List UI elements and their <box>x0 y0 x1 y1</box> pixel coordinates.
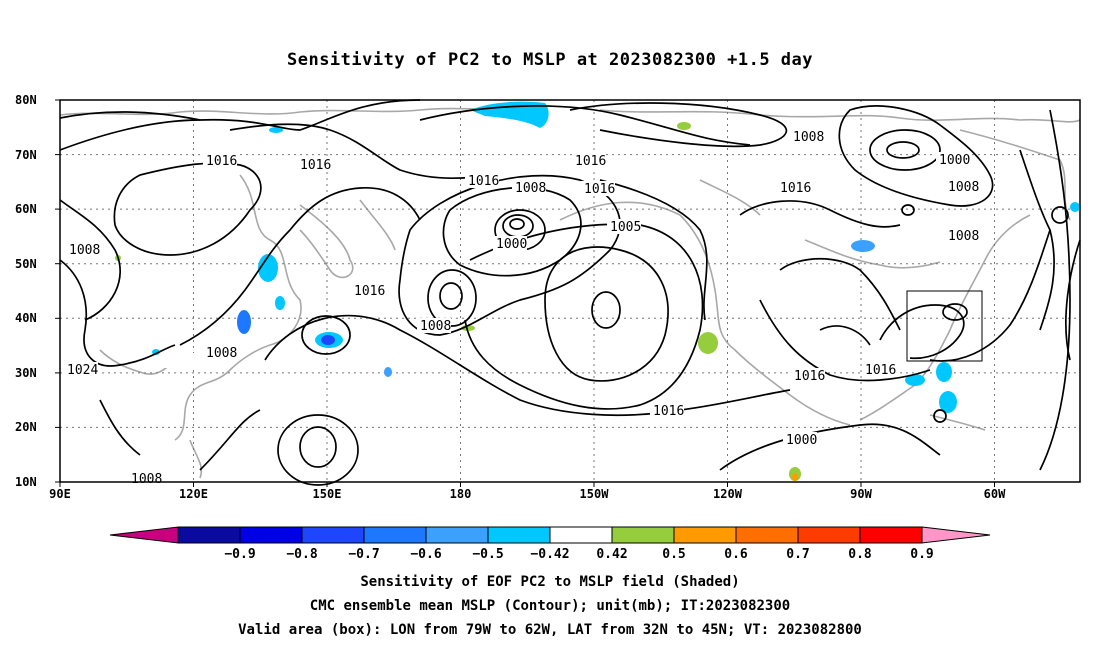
lat-label: 80N <box>15 93 37 107</box>
lon-label: 120W <box>713 487 743 501</box>
lat-label: 30N <box>15 366 37 380</box>
colorbar-swatch <box>487 526 551 544</box>
contour-label: 1016 <box>780 181 811 196</box>
valid-area-box <box>906 290 983 362</box>
caption-valid-area: Valid area (box): LON from 79W to 62W, L… <box>238 622 862 638</box>
contour-label: 1008 <box>420 319 451 334</box>
caption-shading: Sensitivity of EOF PC2 to MSLP field (Sh… <box>360 574 740 590</box>
axis-ticks <box>55 99 995 487</box>
colorbar-swatch <box>797 526 861 544</box>
contour-label: 1016 <box>794 369 825 384</box>
lat-label: 40N <box>15 311 37 325</box>
lat-label: 70N <box>15 148 37 162</box>
contour-label: 1008 <box>515 181 546 196</box>
colorbar-swatch <box>611 526 675 544</box>
lat-label: 10N <box>15 475 37 489</box>
lat-label: 60N <box>15 202 37 216</box>
lon-label: 60W <box>984 487 1006 501</box>
lon-label: 90E <box>49 487 71 501</box>
lon-label: 120E <box>179 487 208 501</box>
contour-label: 1008 <box>69 243 100 258</box>
contour-label: 1008 <box>793 130 824 145</box>
colorbar-tick-label: −0.5 <box>472 547 503 562</box>
colorbar-tick-label: −0.7 <box>348 547 379 562</box>
contour-label: 1016 <box>206 154 237 169</box>
lat-label: 20N <box>15 420 37 434</box>
contour-label-group: 1016 1016 1016 1016 1016 1016 1016 1016 … <box>64 129 979 487</box>
map-frame <box>59 99 1081 483</box>
colorbar-swatch <box>859 526 923 544</box>
contour-label: 1000 <box>939 153 970 168</box>
contour-label: 1016 <box>354 284 385 299</box>
colorbar-tick-label: −0.42 <box>530 547 569 562</box>
contour-label: 1000 <box>786 433 817 448</box>
contour-label: 1024 <box>67 363 98 378</box>
lon-label: 90W <box>850 487 872 501</box>
contour-label: 1005 <box>610 220 641 235</box>
colorbar-tick-label: −0.6 <box>410 547 441 562</box>
map-title: Sensitivity of PC2 to MSLP at 2023082300… <box>286 50 813 70</box>
caption-contour: CMC ensemble mean MSLP (Contour); unit(m… <box>309 598 791 614</box>
colorbar-extend-high <box>921 526 991 544</box>
contour-label: 1016 <box>653 404 684 419</box>
colorbar-tick-label: 0.5 <box>662 547 685 562</box>
colorbar-swatch <box>363 526 427 544</box>
colorbar-extend-low <box>109 526 179 544</box>
colorbar-tick-label: 0.6 <box>724 547 748 562</box>
colorbar-swatch <box>239 526 303 544</box>
longitude-labels: 90E 120E 150E 180 150W 120W 90W 60W <box>49 487 1006 501</box>
colorbar-swatch <box>177 526 241 544</box>
lat-label: 50N <box>15 257 37 271</box>
colorbar-tick-label: 0.7 <box>786 547 809 562</box>
contour-label: 1008 <box>948 229 979 244</box>
colorbar-tick-label: 0.9 <box>910 547 933 562</box>
contour-label: 1016 <box>575 154 606 169</box>
colorbar-tick-label: 0.8 <box>848 547 872 562</box>
lon-label: 150E <box>313 487 342 501</box>
contour-label: 1016 <box>584 182 615 197</box>
colorbar-swatch <box>301 526 365 544</box>
colorbar-tick-label: −0.9 <box>224 547 255 562</box>
colorbar-swatch <box>735 526 799 544</box>
colorbar-swatch <box>425 526 489 544</box>
contour-label: 1008 <box>948 180 979 195</box>
lon-label: 150W <box>580 487 610 501</box>
contour-label: 1008 <box>131 472 162 487</box>
colorbar-tick-label: 0.42 <box>596 547 627 562</box>
colorbar: −0.9 −0.8 −0.7 −0.6 −0.5 −0.42 0.42 0.5 0.6 0.7 0.… <box>109 526 991 562</box>
contour-label: 1016 <box>468 174 499 189</box>
colorbar-swatch <box>549 526 613 544</box>
contour-label: 1016 <box>865 363 896 378</box>
lon-label: 180 <box>450 487 472 501</box>
colorbar-tick-label: −0.8 <box>286 547 317 562</box>
contour-label: 1000 <box>496 237 527 252</box>
contour-label: 1016 <box>300 158 331 173</box>
contour-label: 1008 <box>206 346 237 361</box>
colorbar-swatch <box>673 526 737 544</box>
latitude-labels: 80N 70N 60N 50N 40N 30N 20N 10N <box>15 93 37 489</box>
